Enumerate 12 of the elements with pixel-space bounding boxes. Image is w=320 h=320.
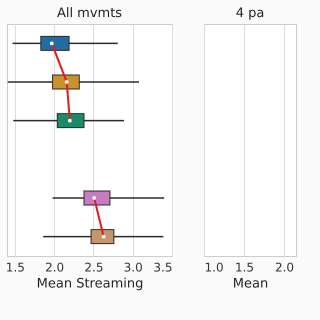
chart-title: All mvmts <box>56 6 122 21</box>
x-tick-label: 1.5 <box>6 260 25 274</box>
x-tick-label: 2.5 <box>84 260 104 274</box>
chart-title: 4 pa <box>236 6 264 21</box>
x-tick-label: 2.0 <box>274 260 294 274</box>
x-axis-title: Mean <box>232 276 268 292</box>
x-tick-label: 3.5 <box>153 260 172 274</box>
x-tick-label: 2.0 <box>45 260 64 274</box>
x-tick-label: 1.0 <box>204 260 224 274</box>
x-axis-title: Mean Streaming <box>36 276 144 292</box>
x-tick-label: 1.5 <box>234 260 254 274</box>
x-tick-label: 3.0 <box>124 260 143 274</box>
